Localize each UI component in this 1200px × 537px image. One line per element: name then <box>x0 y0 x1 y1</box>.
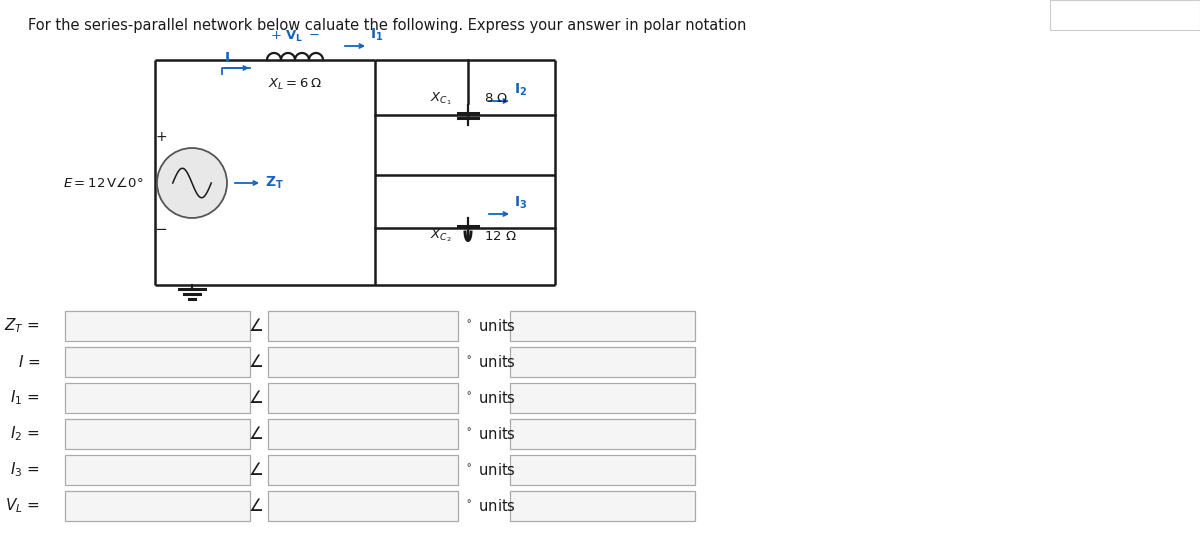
Text: $\mathbf{Z_T}$: $\mathbf{Z_T}$ <box>265 175 284 191</box>
Text: $^\circ$ units: $^\circ$ units <box>463 318 516 334</box>
Bar <box>65 311 250 341</box>
Text: $\angle$: $\angle$ <box>248 389 264 407</box>
Text: $\angle$: $\angle$ <box>248 353 264 371</box>
Text: $I_2$ =: $I_2$ = <box>11 425 40 444</box>
Text: $V_L$ =: $V_L$ = <box>5 497 40 516</box>
Text: $\mathbf{I_1}$: $\mathbf{I_1}$ <box>370 27 384 43</box>
Text: $I_1$ =: $I_1$ = <box>11 389 40 408</box>
Bar <box>510 311 695 341</box>
Bar <box>268 455 458 485</box>
Text: $12\ \Omega$: $12\ \Omega$ <box>484 229 517 243</box>
Text: $I_3$ =: $I_3$ = <box>11 461 40 480</box>
Circle shape <box>157 148 227 218</box>
Text: $^\circ$ units: $^\circ$ units <box>463 390 516 406</box>
Bar <box>510 347 695 377</box>
Text: $^\circ$ units: $^\circ$ units <box>463 462 516 478</box>
Bar <box>268 383 458 413</box>
Text: $E = 12\,\mathrm{V}\angle0°$: $E = 12\,\mathrm{V}\angle0°$ <box>62 176 143 190</box>
Text: $\angle$: $\angle$ <box>248 317 264 335</box>
Bar <box>268 419 458 449</box>
Bar <box>510 455 695 485</box>
Text: $^\circ$ units: $^\circ$ units <box>463 426 516 442</box>
Bar <box>65 383 250 413</box>
Bar <box>268 311 458 341</box>
Text: $X_{C_1}$: $X_{C_1}$ <box>431 91 452 107</box>
Bar <box>510 491 695 521</box>
Bar <box>510 383 695 413</box>
Text: $I$ =: $I$ = <box>18 354 40 370</box>
Bar <box>1050 0 1200 30</box>
Text: $^\circ$ units: $^\circ$ units <box>463 498 516 514</box>
Text: For the series-parallel network below caluate the following. Express your answer: For the series-parallel network below ca… <box>28 18 746 33</box>
Bar <box>268 347 458 377</box>
Text: $Z_T$ =: $Z_T$ = <box>5 317 40 335</box>
Text: $X_{C_2}$: $X_{C_2}$ <box>431 228 452 244</box>
Bar <box>510 419 695 449</box>
Text: $^\circ$ units: $^\circ$ units <box>463 354 516 370</box>
Text: −: − <box>155 221 167 236</box>
Text: $\angle$: $\angle$ <box>248 425 264 443</box>
Bar <box>65 455 250 485</box>
Text: $+\ \mathbf{V_L}\ -$: $+\ \mathbf{V_L}\ -$ <box>270 29 320 44</box>
Bar <box>65 491 250 521</box>
Text: $\mathbf{I_2}$: $\mathbf{I_2}$ <box>514 82 527 98</box>
Text: $X_L = 6\,\Omega$: $X_L = 6\,\Omega$ <box>268 77 322 92</box>
Text: $\mathbf{I}$: $\mathbf{I}$ <box>224 51 230 65</box>
Text: $\mathbf{I_3}$: $\mathbf{I_3}$ <box>514 194 527 211</box>
Text: $8\ \Omega$: $8\ \Omega$ <box>484 92 509 105</box>
Bar <box>65 347 250 377</box>
Text: $\angle$: $\angle$ <box>248 461 264 479</box>
Bar <box>268 491 458 521</box>
Text: $\angle$: $\angle$ <box>248 497 264 515</box>
Bar <box>65 419 250 449</box>
Text: +: + <box>155 130 167 144</box>
